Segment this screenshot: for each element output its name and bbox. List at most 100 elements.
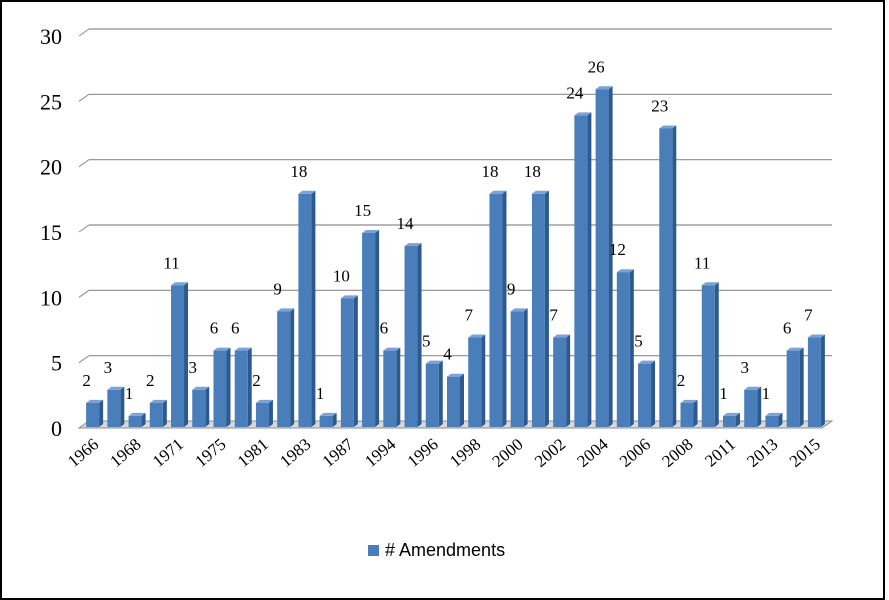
data-label: 11 [163, 253, 179, 272]
bar [86, 402, 100, 427]
bar [722, 415, 736, 427]
bar [149, 402, 163, 427]
bar-side [502, 190, 507, 427]
bar-side [247, 347, 252, 427]
bar-top [234, 347, 252, 351]
bar-side [735, 412, 740, 427]
bar-side [417, 243, 422, 427]
bar [638, 363, 652, 427]
bar-top [192, 386, 210, 390]
bar-top [468, 334, 486, 338]
bar-top [383, 347, 401, 351]
bar-side [353, 295, 358, 427]
gridline-diagonal [78, 289, 90, 298]
data-label: 3 [189, 358, 198, 377]
bar [255, 402, 269, 427]
bar-top [722, 412, 740, 416]
bar [680, 402, 694, 427]
y-tick-label: 20 [40, 155, 62, 180]
bar [234, 350, 248, 427]
y-tick-label: 10 [40, 285, 62, 310]
data-label: 6 [783, 319, 792, 338]
data-label: 2 [82, 371, 91, 390]
bar-top [680, 399, 698, 403]
bar-top [319, 412, 337, 416]
bar-top [362, 230, 380, 233]
data-label: 9 [507, 279, 516, 298]
y-tick-label: 30 [40, 24, 62, 49]
bar [659, 128, 673, 427]
bar [595, 89, 609, 428]
bar [553, 337, 567, 427]
gridline-diagonal [78, 159, 90, 168]
data-label: 3 [104, 358, 113, 377]
bar-side [332, 412, 337, 427]
legend: # Amendments [368, 540, 505, 561]
x-tick-label: 2006 [616, 435, 654, 471]
bar-side [290, 308, 295, 427]
data-label: 24 [566, 83, 584, 102]
bar-side [99, 399, 104, 427]
bar-top [807, 334, 825, 338]
y-tick-label: 0 [51, 416, 62, 441]
x-tick-label: 2013 [743, 435, 781, 471]
bar-top [86, 399, 104, 403]
bar-side [120, 386, 125, 427]
bar [447, 376, 460, 427]
legend-label: # Amendments [385, 540, 506, 560]
bar-side [481, 334, 486, 427]
bar-top [638, 360, 656, 364]
bar-top [595, 86, 613, 90]
bar-side [587, 112, 592, 428]
data-label: 18 [290, 162, 307, 181]
bar [383, 350, 397, 427]
bar-side [205, 386, 210, 427]
bar-side [460, 373, 464, 427]
bar [744, 389, 758, 427]
x-tick-label: 1983 [276, 435, 314, 471]
bar-top [510, 308, 528, 312]
bar [425, 363, 439, 427]
bar-top [489, 190, 507, 194]
data-label: 1 [316, 384, 325, 403]
data-label: 2 [677, 371, 686, 390]
y-tick-label: 25 [40, 89, 62, 114]
bar-top [340, 295, 358, 299]
y-tick-label: 5 [51, 351, 62, 376]
bar [319, 415, 333, 427]
bar-side [820, 334, 825, 427]
bar-side [629, 269, 634, 427]
bar-side [523, 308, 528, 427]
bar [765, 415, 779, 427]
bar-top [765, 412, 783, 416]
bar [574, 115, 588, 428]
bar-top [128, 412, 146, 416]
bar-top [531, 190, 549, 194]
bar [404, 246, 418, 427]
bar-top [701, 282, 719, 286]
data-label: 5 [634, 332, 643, 351]
legend-swatch [368, 545, 379, 556]
bar-top [744, 386, 762, 390]
bar-side [714, 282, 719, 427]
bar-top [659, 125, 677, 129]
bar [362, 233, 376, 427]
x-tick-label: 2015 [786, 435, 824, 471]
data-label: 2 [146, 371, 155, 390]
bar-top [616, 269, 634, 273]
bar-side [651, 360, 656, 427]
bar-top [298, 190, 316, 194]
bar-side [396, 347, 401, 427]
x-tick-label: 1971 [149, 435, 187, 471]
bar [298, 193, 312, 427]
bar [340, 298, 354, 427]
bar-side [438, 360, 443, 427]
data-label: 23 [651, 96, 668, 115]
bar [277, 311, 291, 427]
data-label: 10 [333, 266, 350, 285]
x-tick-label: 2011 [701, 435, 739, 471]
gridline-diagonal [78, 355, 90, 364]
bar-top [447, 373, 464, 377]
gridline-diagonal [78, 28, 90, 37]
